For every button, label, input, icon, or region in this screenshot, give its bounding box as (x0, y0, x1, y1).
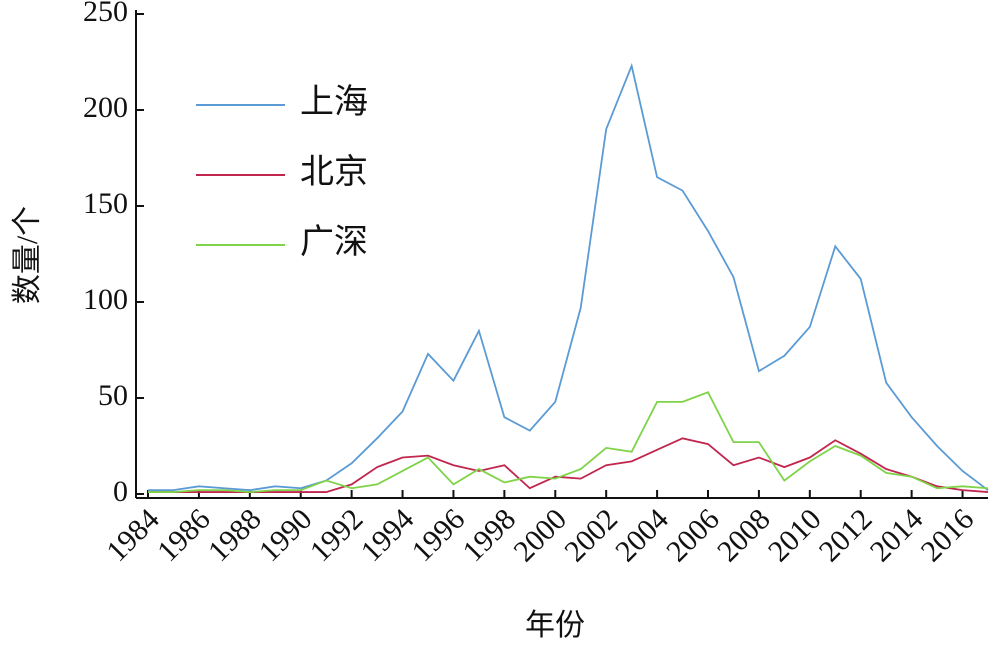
y-axis-label: 数量/个 (11, 206, 44, 304)
x-tick-label: 1992 (304, 502, 370, 568)
y-tick-label: 100 (83, 283, 128, 316)
x-tick-label: 2002 (558, 502, 624, 568)
x-tick-label: 1994 (355, 502, 421, 568)
x-tick-label: 2004 (609, 502, 675, 568)
x-tick-label: 1996 (406, 502, 472, 568)
x-tick-label: 2014 (864, 502, 930, 568)
x-tick-label: 2008 (711, 502, 777, 568)
x-tick-label: 2010 (762, 502, 828, 568)
series-line (148, 437, 989, 493)
x-tick-label: 1984 (100, 502, 166, 568)
y-tick-label: 0 (113, 475, 128, 508)
x-tick-label: 1986 (151, 502, 217, 568)
x-tick-label: 2016 (915, 502, 981, 568)
y-tick-label: 50 (98, 379, 128, 412)
y-tick-label: 200 (83, 91, 128, 124)
y-tick-label: 250 (83, 0, 128, 28)
x-tick-label: 1988 (202, 502, 268, 568)
series-line (148, 62, 989, 492)
x-axis-label: 年份 (525, 609, 585, 642)
x-tick-label: 1998 (456, 502, 522, 568)
legend-label: 北京 (300, 153, 368, 191)
x-tick-label: 2012 (813, 502, 879, 568)
x-tick-label: 2000 (507, 502, 573, 568)
x-tick-label: 1990 (253, 502, 319, 568)
y-tick-label: 150 (83, 187, 128, 220)
series-line (148, 391, 989, 493)
x-tick-label: 2006 (660, 502, 726, 568)
legend-label: 广深 (300, 223, 368, 261)
legend-label: 上海 (300, 83, 368, 121)
